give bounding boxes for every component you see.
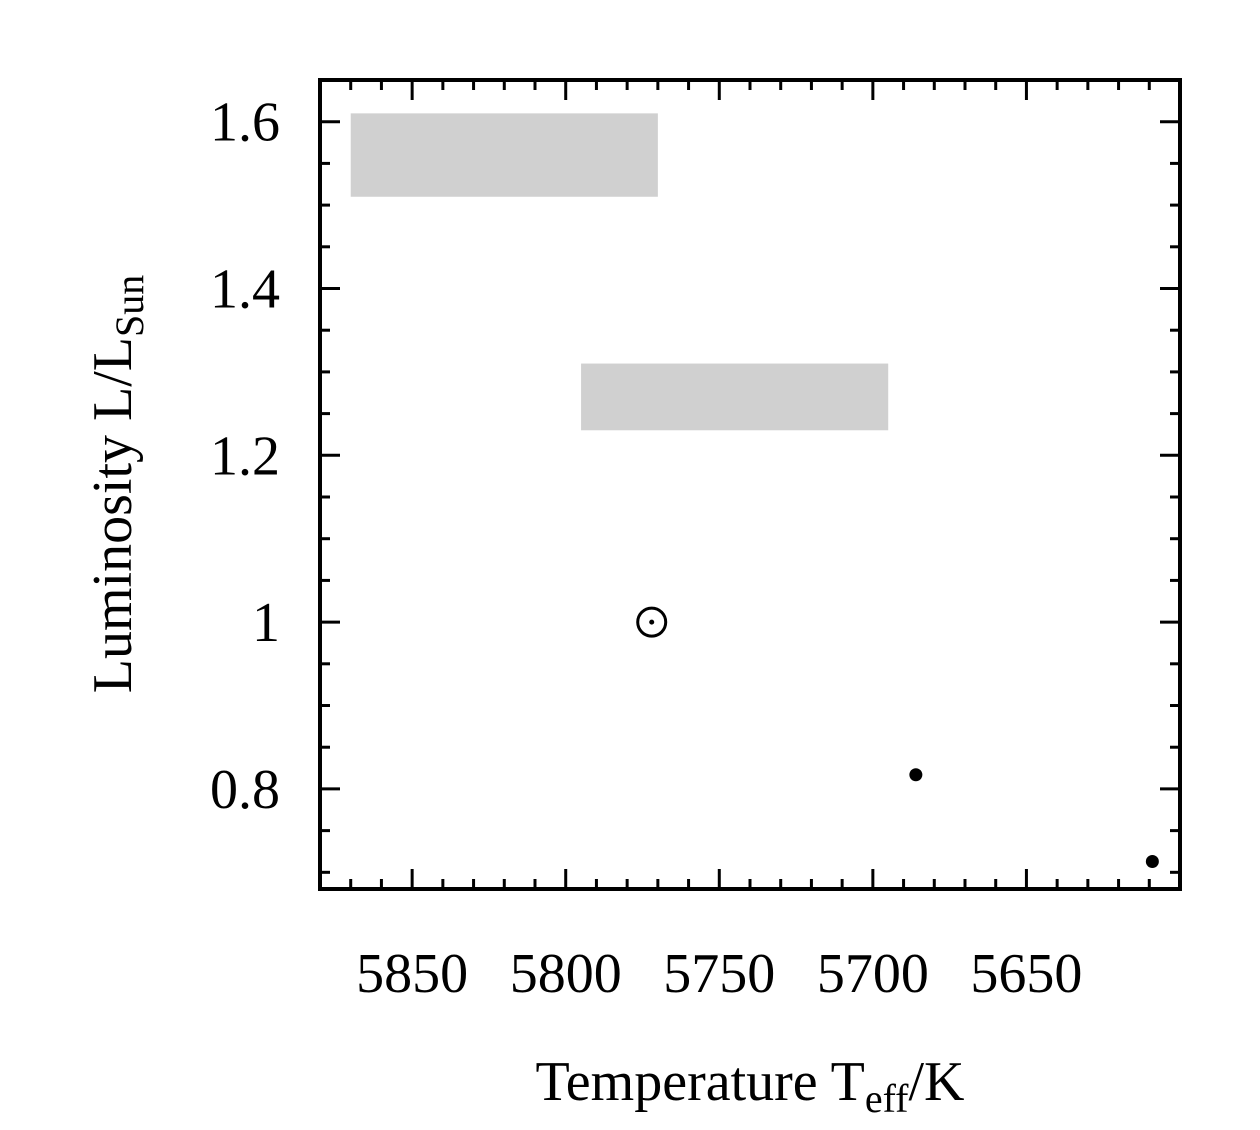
plot-frame bbox=[318, 78, 1182, 891]
y-tick-label: 1.4 bbox=[210, 259, 280, 321]
y-tick-label: 0.8 bbox=[210, 759, 280, 821]
y-tick-label: 1 bbox=[252, 592, 280, 654]
y-tick-label: 1.2 bbox=[210, 425, 280, 487]
x-tick-label: 5700 bbox=[817, 943, 929, 1005]
x-tick-label: 5650 bbox=[970, 943, 1082, 1005]
x-axis-title: Temperature Teff/K bbox=[536, 1051, 965, 1121]
data-point bbox=[909, 768, 923, 782]
sun-symbol-icon bbox=[636, 606, 668, 638]
axis-ticks bbox=[320, 80, 1180, 889]
y-axis-title: Luminosity L/LSun bbox=[82, 275, 152, 693]
x-tick-labels: 5850 5800 5750 5700 5650 bbox=[356, 943, 1082, 1005]
x-tick-label: 5750 bbox=[663, 943, 775, 1005]
y-tick-label: 1.6 bbox=[210, 92, 280, 154]
x-tick-label: 5800 bbox=[510, 943, 622, 1005]
data-points bbox=[636, 606, 1159, 868]
y-tick-labels: 0.8 1 1.2 1.4 1.6 bbox=[210, 92, 280, 821]
data-point bbox=[1145, 854, 1159, 868]
shaded-regions bbox=[350, 113, 889, 431]
x-tick-label: 5850 bbox=[356, 943, 468, 1005]
shaded-region-2 bbox=[581, 363, 889, 431]
shaded-region-1 bbox=[350, 113, 658, 197]
